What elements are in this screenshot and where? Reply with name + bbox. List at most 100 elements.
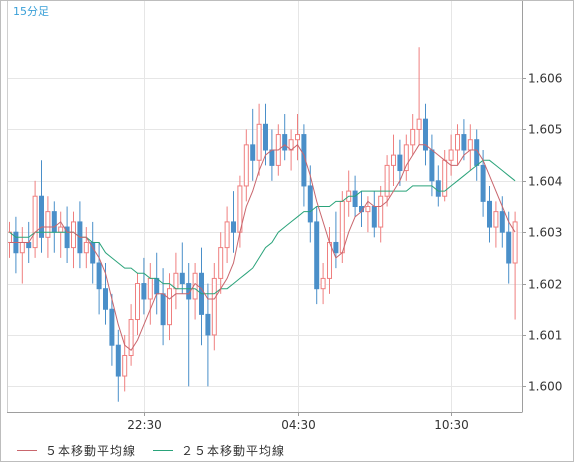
candle-body bbox=[314, 221, 320, 290]
candle-up bbox=[512, 211, 518, 320]
candle-body bbox=[19, 241, 25, 254]
candle-body bbox=[263, 123, 268, 151]
candle-body bbox=[128, 319, 134, 356]
candle-up bbox=[410, 114, 416, 156]
y-axis-ticks: 1.600 1.601 1.602 1.603 1.604 1.605 1.606 bbox=[522, 72, 562, 394]
candle-body bbox=[371, 206, 377, 228]
plot-area bbox=[7, 1, 522, 412]
candle-down bbox=[423, 103, 428, 166]
candle-body bbox=[365, 206, 371, 213]
candle-down bbox=[96, 242, 102, 315]
candle-body bbox=[179, 272, 185, 285]
candle-up bbox=[135, 273, 140, 335]
legend-label-ma25: ２５本移動平均線 bbox=[181, 443, 285, 458]
candle-body bbox=[205, 313, 211, 336]
candle-body bbox=[467, 139, 473, 151]
y-tick-label: 1.604 bbox=[528, 175, 562, 189]
candle-up bbox=[218, 232, 224, 294]
candle-down bbox=[506, 211, 512, 284]
candle-body bbox=[410, 128, 416, 146]
candle-body bbox=[39, 195, 44, 238]
candle-body bbox=[211, 277, 217, 336]
candle-up bbox=[455, 124, 460, 166]
candle-up bbox=[256, 103, 262, 176]
candle-body bbox=[26, 241, 32, 249]
legend-label-ma5: ５本移動平均線 bbox=[45, 443, 136, 458]
candle-body bbox=[493, 211, 499, 228]
timeframe-label: 15分足 bbox=[13, 5, 49, 18]
x-tick-label: 10:30 bbox=[434, 418, 469, 432]
candle-up bbox=[391, 134, 396, 186]
candle-body bbox=[256, 123, 262, 161]
candle-body bbox=[231, 221, 236, 233]
candle-body bbox=[307, 185, 313, 223]
candle-up bbox=[32, 180, 38, 258]
candle-up bbox=[448, 134, 454, 176]
candle-body bbox=[160, 293, 166, 326]
candle-body bbox=[58, 226, 64, 233]
candle-down bbox=[314, 206, 320, 305]
y-tick-label: 1.605 bbox=[528, 123, 562, 137]
y-tick-label: 1.601 bbox=[528, 329, 562, 343]
candle-body bbox=[122, 354, 128, 377]
legend: ５本移動平均線 ２５本移動平均線 bbox=[17, 443, 285, 458]
y-tick-label: 1.603 bbox=[528, 226, 562, 240]
candle-body bbox=[141, 283, 147, 300]
candle-body bbox=[173, 272, 179, 290]
candle-body bbox=[416, 118, 422, 130]
candle-up bbox=[416, 47, 422, 145]
candle-body bbox=[512, 221, 518, 264]
candle-down bbox=[435, 165, 441, 207]
candle-down bbox=[461, 119, 467, 161]
candle-body bbox=[250, 144, 256, 161]
candle-down bbox=[333, 211, 339, 269]
candle-up bbox=[167, 273, 172, 341]
candle-body bbox=[391, 154, 396, 166]
candle-body bbox=[333, 241, 339, 254]
candle-body bbox=[269, 149, 275, 166]
ma5-line bbox=[9, 144, 516, 352]
candle-down bbox=[115, 329, 121, 402]
x-tick-label: 04:30 bbox=[281, 418, 316, 432]
candle-body bbox=[320, 277, 326, 290]
candle-body bbox=[243, 144, 249, 187]
candle-body bbox=[295, 134, 300, 141]
candle-up bbox=[384, 155, 390, 207]
candle-down bbox=[205, 283, 211, 387]
candle-up bbox=[83, 227, 89, 269]
candle-body bbox=[403, 144, 409, 172]
candle-up bbox=[378, 185, 384, 243]
candle-up bbox=[211, 263, 217, 351]
candle-up bbox=[295, 114, 300, 161]
candle-down bbox=[64, 206, 70, 264]
candle-body bbox=[487, 200, 492, 228]
candle-body bbox=[218, 247, 224, 279]
candle-up bbox=[128, 304, 134, 366]
candle-body bbox=[378, 195, 384, 228]
candle-up bbox=[403, 134, 409, 181]
x-tick-label: 22:30 bbox=[127, 418, 162, 432]
candle-body bbox=[282, 134, 288, 151]
candle-body bbox=[499, 211, 505, 233]
candle-up bbox=[224, 206, 230, 264]
x-axis-ticks: 22:30 04:30 10:30 bbox=[127, 412, 469, 432]
y-tick-label: 1.606 bbox=[528, 72, 562, 86]
candle-body bbox=[506, 231, 512, 264]
legend-item-ma25: ２５本移動平均線 bbox=[153, 443, 285, 458]
candle-body bbox=[167, 288, 172, 326]
candle-body bbox=[64, 226, 70, 249]
candle-body bbox=[147, 277, 153, 300]
candle-body bbox=[103, 288, 108, 310]
candle-body bbox=[109, 308, 115, 346]
candle-body bbox=[435, 180, 441, 197]
candle-down bbox=[39, 160, 44, 253]
candle-body bbox=[96, 262, 102, 290]
candle-body bbox=[461, 134, 467, 151]
candle-body bbox=[115, 344, 121, 377]
y-tick-label: 1.602 bbox=[528, 278, 562, 292]
candle-down bbox=[141, 257, 147, 315]
candle-down bbox=[179, 242, 185, 294]
candle-body bbox=[384, 164, 390, 197]
